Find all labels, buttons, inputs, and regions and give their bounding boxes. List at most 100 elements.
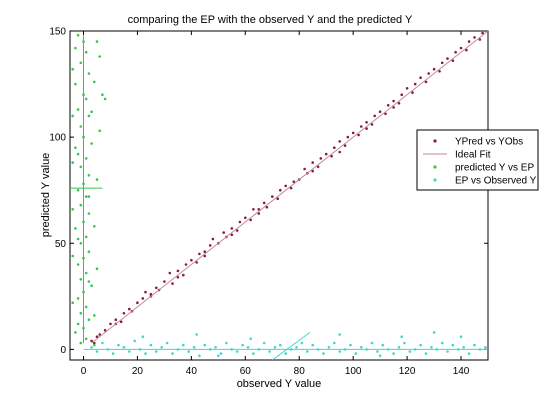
ypred-vs-yobs-point xyxy=(432,67,436,71)
predicted-y-vs-ep-point xyxy=(87,114,91,118)
predicted-y-vs-ep-point xyxy=(93,225,96,228)
predicted-y-vs-ep-point xyxy=(84,195,88,198)
ypred-vs-yobs-point xyxy=(427,72,431,75)
ep-vs-observed-y-point xyxy=(311,343,315,347)
ep-vs-observed-y-point xyxy=(338,350,342,353)
predicted-y-vs-ep-point xyxy=(76,322,80,326)
ep-vs-observed-y-point xyxy=(378,354,382,358)
ep-vs-observed-y-point xyxy=(171,352,174,355)
ypred-vs-yobs-point xyxy=(303,167,306,171)
y-axis-label: predicted Y value xyxy=(40,153,52,238)
ep-vs-observed-y-point xyxy=(338,333,342,336)
legend-entry-label: Ideal Fit xyxy=(455,150,491,161)
ep-vs-observed-y-point xyxy=(451,343,455,347)
ep-vs-observed-y-point xyxy=(473,343,476,347)
predicted-y-vs-ep-point xyxy=(90,284,93,288)
x-tick-label: 20 xyxy=(132,366,144,377)
predicted-y-vs-ep-point xyxy=(98,55,101,58)
ypred-vs-yobs-point xyxy=(292,180,296,183)
ypred-vs-yobs-point xyxy=(149,292,153,296)
ep-vs-observed-y-point xyxy=(424,352,428,355)
ep-vs-observed-y-point xyxy=(279,343,282,347)
predicted-y-vs-ep-point xyxy=(76,152,80,156)
ypred-vs-yobs-point xyxy=(478,38,482,41)
ep-vs-observed-y-point xyxy=(128,350,131,353)
ypred-vs-yobs-point xyxy=(467,40,471,43)
ypred-vs-yobs-point xyxy=(392,99,395,103)
ypred-vs-yobs-point xyxy=(365,127,368,130)
ypred-vs-yobs-point xyxy=(144,290,147,294)
ypred-vs-yobs-point xyxy=(176,275,180,279)
ep-vs-observed-y-point xyxy=(133,339,136,343)
ypred-vs-yobs-point xyxy=(114,318,118,322)
ep-vs-observed-y-point xyxy=(484,346,487,349)
ypred-vs-yobs-point xyxy=(141,297,145,300)
ep-vs-observed-y-point xyxy=(111,352,115,355)
predicted-y-vs-ep-point xyxy=(74,146,77,149)
ep-vs-observed-y-point xyxy=(273,346,277,349)
predicted-y-vs-ep-point xyxy=(84,50,88,54)
ypred-vs-yobs-point xyxy=(244,216,247,220)
ypred-vs-yobs-point xyxy=(343,144,347,147)
ep-vs-observed-y-point xyxy=(322,352,325,355)
ep-vs-observed-y-point xyxy=(192,346,196,349)
ypred-vs-yobs-point xyxy=(373,114,377,118)
ypred-vs-yobs-point xyxy=(119,320,123,324)
ypred-vs-yobs-point xyxy=(400,93,404,96)
ep-vs-observed-y-point xyxy=(403,341,406,345)
ep-vs-observed-y-point xyxy=(440,341,444,345)
ypred-vs-yobs-point xyxy=(252,208,255,211)
ep-vs-observed-y-point xyxy=(467,352,471,355)
legend: YPred vs YObs Ideal Fit predicted Y vs EP E… xyxy=(416,129,539,191)
predicted-y-vs-ep-point xyxy=(90,142,93,145)
ypred-vs-yobs-point xyxy=(262,201,266,205)
y-tick-label: 0 xyxy=(60,345,66,356)
ep-vs-observed-y-point xyxy=(252,352,255,355)
predicted-y-vs-ep-point xyxy=(71,301,74,305)
ypred-vs-yobs-point xyxy=(440,61,444,65)
predicted-y-vs-ep-point xyxy=(95,178,99,181)
predicted-y-vs-ep-point xyxy=(98,129,101,133)
predicted-y-vs-ep-point xyxy=(87,72,91,75)
ypred-vs-yobs-point xyxy=(473,36,476,39)
predicted-y-vs-ep-point xyxy=(79,341,83,345)
predicted-y-vs-ep-point xyxy=(95,40,99,43)
ep-vs-observed-y-point xyxy=(141,335,145,339)
x-axis-label: observed Y value xyxy=(237,378,322,390)
ep-vs-observed-y-point xyxy=(195,333,198,336)
ypred-vs-yobs-point xyxy=(311,169,315,173)
ep-vs-observed-y-point xyxy=(354,352,358,355)
ep-vs-observed-y-point xyxy=(182,343,185,347)
ep-vs-observed-y-point xyxy=(214,346,217,349)
ep-vs-observed-y-point xyxy=(370,341,374,345)
predicted-y-vs-ep-point xyxy=(76,263,80,266)
predicted-y-vs-ep-point xyxy=(87,318,91,322)
ep-vs-observed-y-point xyxy=(459,335,463,339)
predicted-y-vs-ep-point xyxy=(84,235,88,239)
ypred-vs-yobs-point xyxy=(316,165,320,169)
ep-vs-observed-y-point xyxy=(327,346,331,349)
predicted-y-vs-ep-point xyxy=(76,108,80,111)
ypred-vs-yobs-point xyxy=(184,263,188,266)
ypred-vs-yobs-point xyxy=(171,282,174,285)
predicted-y-vs-ep-point xyxy=(101,93,104,96)
ypred-vs-yobs-point xyxy=(284,184,288,188)
ypred-vs-yobs-point xyxy=(411,91,414,94)
ep-vs-observed-y-point xyxy=(349,343,352,347)
predicted-y-vs-ep-point xyxy=(84,157,88,160)
ep-vs-observed-y-point xyxy=(90,346,93,349)
predicted-y-vs-ep-point xyxy=(76,33,80,37)
ypred-vs-yobs-point xyxy=(338,150,342,154)
ep-vs-observed-y-point xyxy=(149,343,153,347)
predicted-y-vs-ep-point xyxy=(87,174,91,177)
predicted-y-vs-ep-point xyxy=(74,331,77,334)
ypred-vs-yobs-point xyxy=(360,125,363,128)
series-clip-group xyxy=(70,31,488,360)
ypred-vs-yobs-point xyxy=(90,339,93,343)
ep-vs-observed-y-point xyxy=(333,341,336,345)
legend-dot-swatch xyxy=(433,139,437,143)
ypred-vs-yobs-point xyxy=(357,133,360,137)
ypred-vs-yobs-point xyxy=(346,135,350,139)
ypred-vs-yobs-point xyxy=(122,312,126,315)
ypred-vs-yobs-point xyxy=(235,229,239,232)
